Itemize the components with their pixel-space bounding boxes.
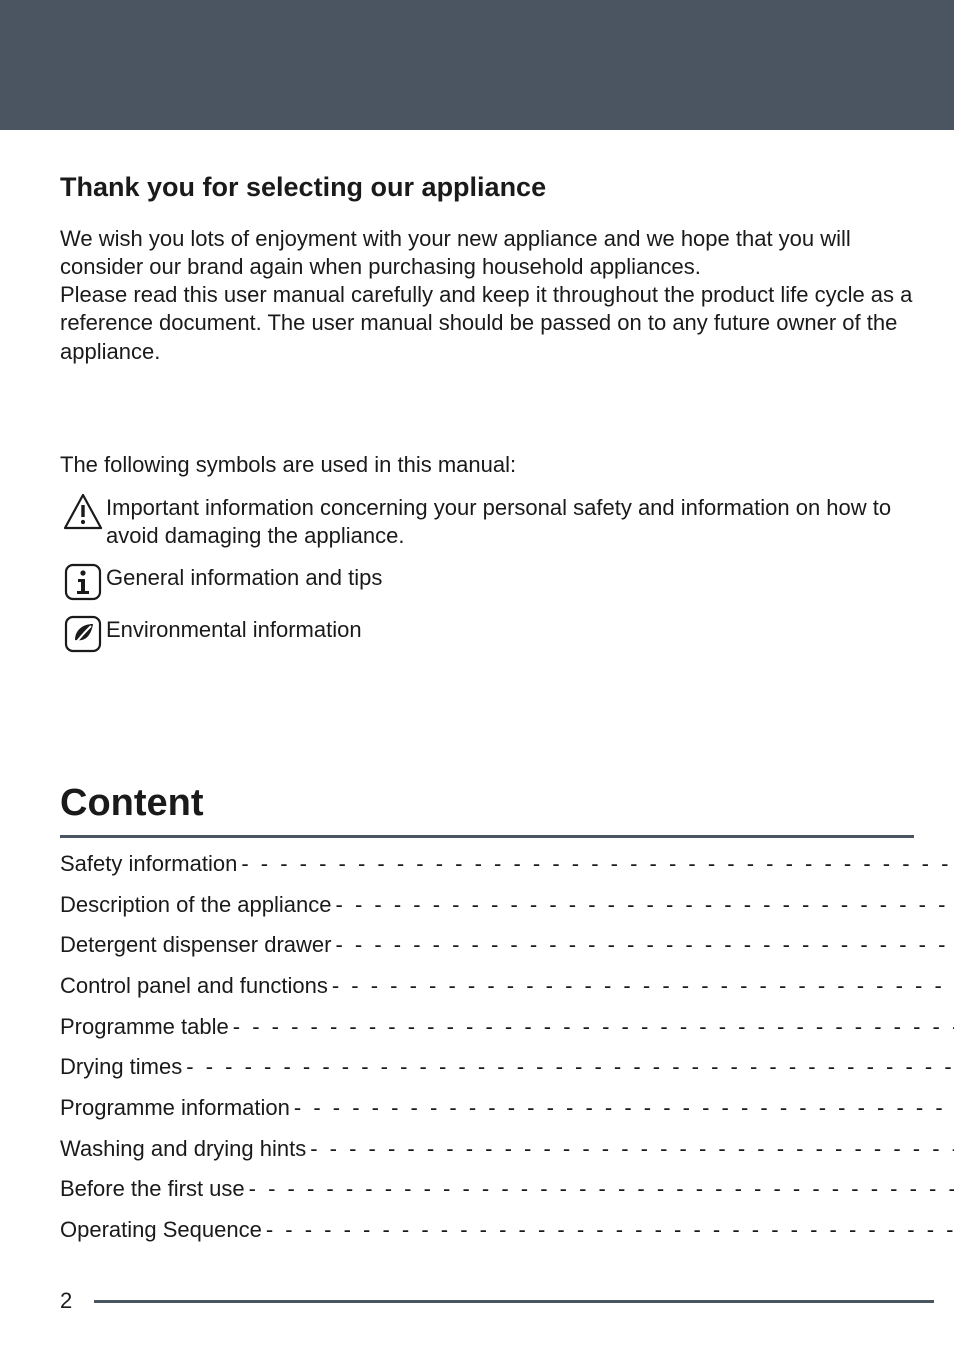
toc-item: Programme information13: [60, 1094, 954, 1122]
info-icon: [60, 562, 106, 602]
toc-label: Control panel and functions: [60, 972, 328, 1000]
footer: 2: [60, 1288, 934, 1314]
toc-leader: [290, 1094, 954, 1122]
environment-icon: [60, 614, 106, 654]
toc-leader: [182, 1053, 954, 1081]
toc-leader: [306, 1135, 954, 1163]
symbol-row: General information and tips: [60, 562, 914, 602]
toc-label: Drying times: [60, 1053, 182, 1081]
toc-item: Safety information3: [60, 850, 954, 878]
toc-item: Operating Sequence18: [60, 1216, 954, 1244]
toc-leader: [237, 850, 954, 878]
toc-leader: [245, 1175, 954, 1203]
content-rule: [60, 835, 914, 838]
toc-label: Programme information: [60, 1094, 290, 1122]
warning-triangle-icon: [60, 492, 106, 532]
toc-label: Washing and drying hints: [60, 1135, 306, 1163]
toc-leader: [229, 1013, 954, 1041]
symbols-intro: The following symbols are used in this m…: [60, 452, 914, 478]
toc-label: Detergent dispenser drawer: [60, 931, 331, 959]
toc-item: Drying times12: [60, 1053, 954, 1081]
thank-title: Thank you for selecting our appliance: [60, 172, 914, 203]
toc-item: Washing and drying hints14: [60, 1135, 954, 1163]
toc-label: Description of the appliance: [60, 891, 332, 919]
page: Thank you for selecting our appliance We…: [0, 0, 954, 1352]
toc-leader: [262, 1216, 954, 1244]
toc-label: Safety information: [60, 850, 237, 878]
toc-item: Before the first use17: [60, 1175, 954, 1203]
content-heading: Content: [60, 782, 914, 825]
toc-col-left: Safety information3 Description of the a…: [60, 850, 954, 1257]
toc-item: Detergent dispenser drawer5: [60, 931, 954, 959]
toc-leader: [331, 931, 954, 959]
symbol-text: General information and tips: [106, 562, 382, 592]
toc-label: Operating Sequence: [60, 1216, 262, 1244]
toc-item: Control panel and functions6: [60, 972, 954, 1000]
intro-paragraph: We wish you lots of enjoyment with your …: [60, 225, 914, 366]
toc-leader: [332, 891, 954, 919]
toc-item: Description of the appliance5: [60, 891, 954, 919]
toc-leader: [328, 972, 954, 1000]
toc: Safety information3 Description of the a…: [60, 850, 914, 1257]
symbol-row: Environmental information: [60, 614, 914, 654]
toc-label: Programme table: [60, 1013, 229, 1041]
toc-label: Before the first use: [60, 1175, 245, 1203]
symbol-text: Environmental information: [106, 614, 362, 644]
header-bar: [0, 0, 954, 130]
symbol-row: Important information concerning your pe…: [60, 492, 914, 550]
toc-item: Programme table10: [60, 1013, 954, 1041]
page-number: 2: [60, 1288, 72, 1314]
symbol-text: Important information concerning your pe…: [106, 492, 914, 550]
footer-rule: [94, 1300, 934, 1303]
body-area: Thank you for selecting our appliance We…: [0, 130, 954, 1257]
